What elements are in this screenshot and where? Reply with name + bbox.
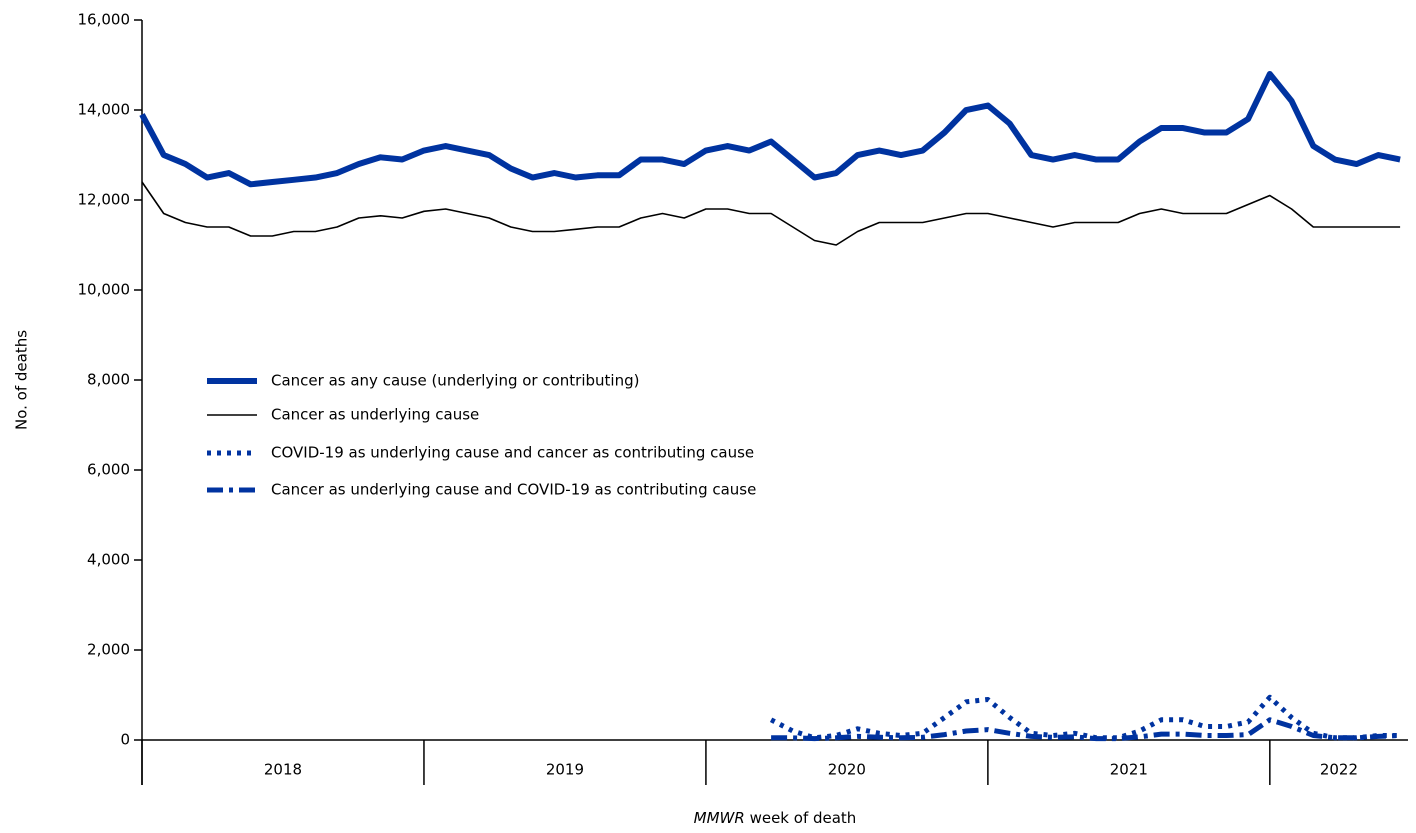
x-axis-label-rest: week of death <box>745 809 857 827</box>
y-tick-label: 6,000 <box>87 461 130 479</box>
x-axis-label: MMWR week of death <box>694 809 857 827</box>
legend-label: Cancer as any cause (underlying or contr… <box>271 372 639 390</box>
series-line <box>769 694 1401 741</box>
y-tick-label: 16,000 <box>78 11 131 29</box>
y-tick-label: 2,000 <box>87 641 130 659</box>
y-tick-label: 14,000 <box>78 101 131 119</box>
x-tick-label: 2021 <box>1110 761 1148 779</box>
y-tick-label: 4,000 <box>87 551 130 569</box>
x-tick-label: 2019 <box>546 761 584 779</box>
x-tick-label: 2022 <box>1320 761 1358 779</box>
y-tick-label: 10,000 <box>78 281 131 299</box>
x-axis-label-italic: MMWR <box>694 809 745 827</box>
series-line <box>141 181 1401 246</box>
y-axis-label: No. of deaths <box>13 330 31 430</box>
y-tick-label: 0 <box>120 731 130 749</box>
y-tick-label: 12,000 <box>78 191 131 209</box>
series-line <box>771 717 1401 742</box>
legend-label: Cancer as underlying cause <box>271 406 479 424</box>
x-tick-label: 2020 <box>828 761 866 779</box>
y-tick-label: 8,000 <box>87 371 130 389</box>
x-tick-label: 2018 <box>264 761 302 779</box>
series-line <box>139 71 1401 188</box>
legend-label: COVID-19 as underlying cause and cancer … <box>271 444 754 462</box>
legend-label: Cancer as underlying cause and COVID-19 … <box>271 481 756 499</box>
